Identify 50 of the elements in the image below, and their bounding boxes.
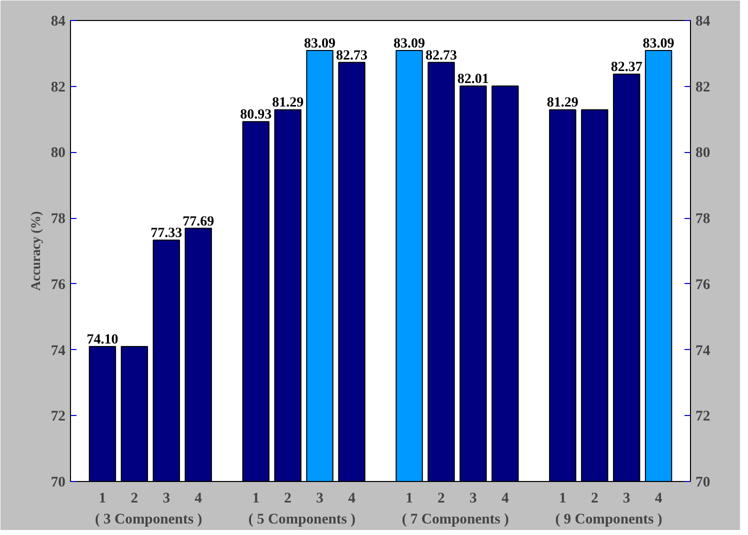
x-tick-label: 1 bbox=[406, 490, 413, 506]
y2-tick-label: 78 bbox=[696, 211, 710, 228]
data-label: 82.37 bbox=[610, 60, 642, 76]
x-tick-label: 3 bbox=[162, 490, 170, 506]
data-label: 82.01 bbox=[457, 72, 489, 88]
x-tick-label: 4 bbox=[654, 490, 663, 506]
y-tick-label: 84 bbox=[50, 14, 66, 30]
data-label: 77.33 bbox=[150, 226, 182, 242]
text: ( 9 Components ) bbox=[555, 512, 662, 528]
y-axis-title: Accuracy (%) bbox=[28, 211, 43, 291]
text: ( 3 Components ) bbox=[95, 512, 202, 528]
data-label: 80.93 bbox=[240, 108, 272, 123]
y2-tick-label: 74 bbox=[696, 342, 711, 359]
data-label: 83.09 bbox=[642, 36, 674, 52]
x-tick-label: 3 bbox=[470, 490, 477, 506]
y-tick-label: 74 bbox=[50, 342, 66, 359]
y2-tick-label: 76 bbox=[696, 276, 710, 293]
data-label: 81.29 bbox=[546, 96, 578, 111]
data-label: 81.29 bbox=[272, 96, 304, 111]
y-tick-label: 72 bbox=[50, 408, 66, 425]
y-tick-label: 70 bbox=[50, 474, 66, 490]
data-label: 74.10 bbox=[86, 332, 118, 348]
y-tick-label: 76 bbox=[50, 276, 66, 293]
y2-tick-label: 70 bbox=[696, 474, 710, 490]
x-tick-label: 2 bbox=[284, 490, 292, 506]
text: ( 7 Components ) bbox=[402, 512, 510, 528]
y2-tick-label: 72 bbox=[696, 408, 710, 425]
x-tick-label: 3 bbox=[622, 490, 630, 506]
y-tick-label: 82 bbox=[50, 79, 66, 96]
x-tick-label: 2 bbox=[130, 490, 138, 506]
y2-tick-label: 82 bbox=[696, 79, 710, 96]
x-tick-label: 4 bbox=[348, 490, 356, 506]
data-label: 82.73 bbox=[425, 48, 457, 64]
x-tick-label: 4 bbox=[501, 490, 510, 506]
x-tick-label: 1 bbox=[98, 490, 106, 506]
data-label: 83.09 bbox=[394, 36, 426, 52]
x-tick-label: 3 bbox=[316, 490, 324, 506]
x-tick-label: 4 bbox=[194, 490, 203, 506]
data-label: 82.73 bbox=[336, 48, 368, 64]
data-label: 77.69 bbox=[182, 214, 214, 230]
x-tick-label: 1 bbox=[252, 490, 260, 506]
y-tick-label: 80 bbox=[50, 145, 66, 162]
x-tick-label: 2 bbox=[438, 490, 445, 506]
y2-tick-label: 84 bbox=[696, 14, 711, 30]
y-tick-label: 78 bbox=[50, 211, 66, 228]
y2-tick-label: 80 bbox=[696, 145, 710, 162]
x-tick-label: 1 bbox=[559, 490, 566, 506]
x-tick-label: 2 bbox=[590, 490, 598, 506]
text: ( 5 Components ) bbox=[248, 512, 356, 528]
data-label: 83.09 bbox=[304, 36, 336, 52]
